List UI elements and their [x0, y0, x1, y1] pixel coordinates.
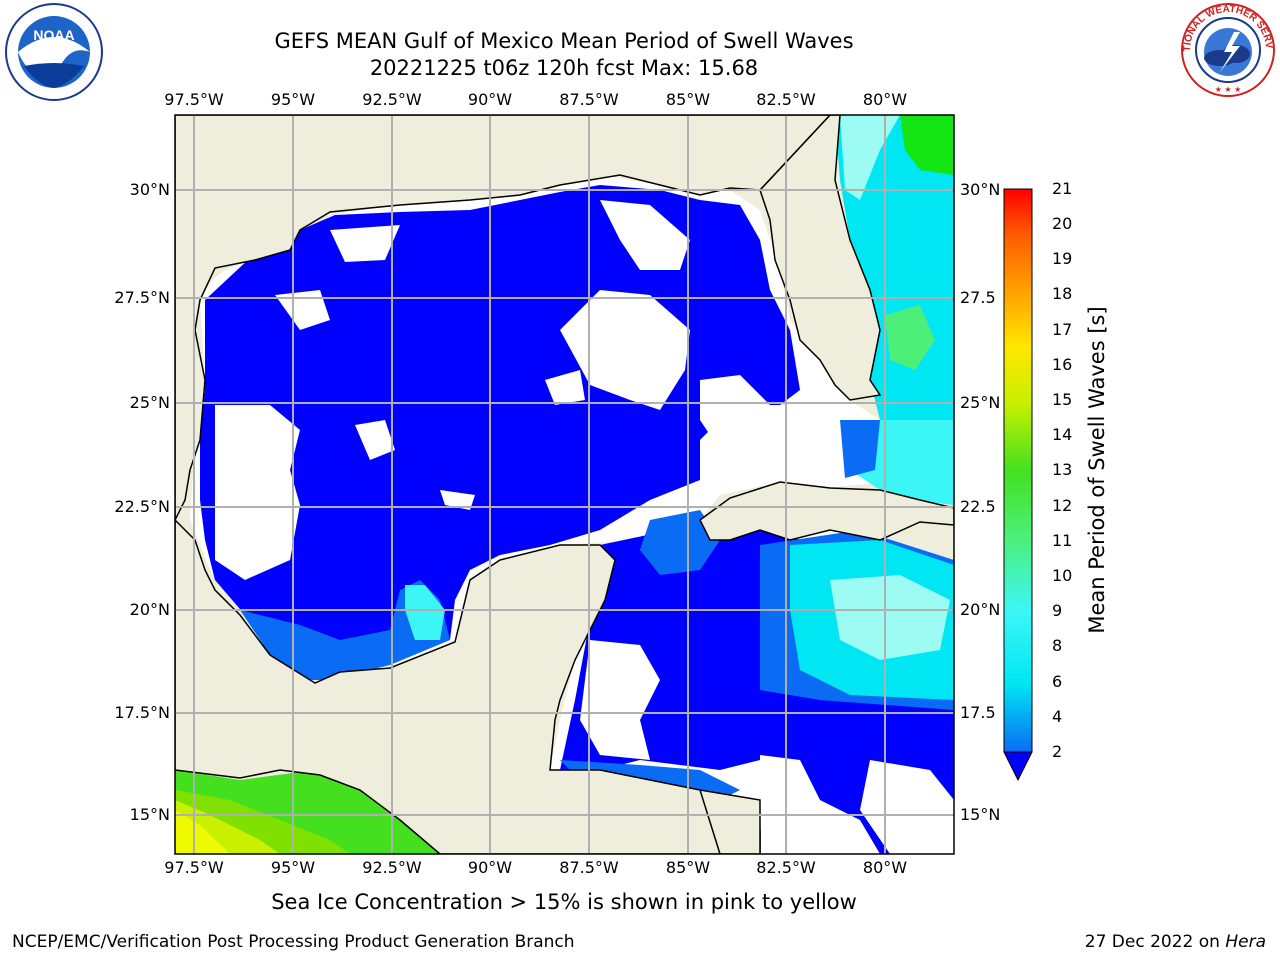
swell-straits-blue [840, 420, 880, 478]
lon-label-bottom: 97.5°W [164, 858, 224, 877]
lon-label-top: 97.5°W [164, 90, 224, 109]
colorbar-tick: 2 [1052, 742, 1063, 761]
lat-label-right: 17.5 [960, 703, 996, 722]
nodata-patch [215, 405, 300, 580]
nodata-patch [545, 370, 585, 405]
map-gridlines [175, 115, 954, 854]
colorbar-tick: 14 [1052, 425, 1073, 444]
footer-date: 27 Dec 2022 on Hera [1085, 932, 1266, 952]
footer-credit: NCEP/EMC/Verification Post Processing Pr… [12, 932, 575, 952]
footer-host: Hera [1225, 932, 1266, 952]
lon-label-bottom: 80°W [862, 858, 908, 877]
central-america-landmass [698, 789, 761, 854]
nodata-patch [355, 420, 395, 460]
lat-label-left: 15°N [129, 805, 170, 824]
nodata-patch [700, 375, 770, 450]
swell-caribbean-lightcyan [830, 575, 950, 660]
lat-label-left: 20°N [129, 600, 170, 619]
nodata-patch [275, 290, 330, 330]
nodata-patch [330, 225, 400, 262]
nodata-patch [580, 640, 660, 760]
lat-label-left: 30°N [129, 180, 170, 199]
colorbar-tick: 4 [1052, 707, 1063, 726]
lon-label-bottom: 95°W [270, 858, 316, 877]
swell-campeche-cyan [405, 585, 445, 640]
colorbar-tick: 6 [1052, 672, 1063, 691]
cuba-landmass [699, 481, 954, 541]
colorbar-bar [1003, 188, 1033, 753]
lat-label-left: 27.5°N [114, 288, 170, 307]
swell-atlantic-seagreen [885, 305, 935, 370]
lat-label-right: 15°N [960, 805, 1001, 824]
svg-text:★ ★ ★: ★ ★ ★ [1215, 85, 1242, 94]
lon-label-top: 85°W [665, 90, 711, 109]
colorbar-tick: 16 [1052, 355, 1073, 374]
colorbar-tick: 15 [1052, 390, 1073, 409]
swell-caribbean-light [640, 510, 720, 575]
lat-label-right: 20°N [960, 600, 1001, 619]
nodata-patch [600, 200, 690, 270]
nodata-patch [760, 755, 820, 840]
lat-label-left: 22.5°N [114, 497, 170, 516]
lon-label-top: 92.5°W [362, 90, 422, 109]
swell-pacific-yellow [175, 810, 230, 854]
nodata-patch [860, 760, 954, 854]
chart-title: GEFS MEAN Gulf of Mexico Mean Period of … [274, 29, 854, 53]
footer-date-text: 27 Dec 2022 on [1084, 932, 1226, 952]
colorbar-tick: 20 [1052, 214, 1073, 233]
lat-label-left: 25°N [129, 393, 170, 412]
lon-label-top: 82.5°W [756, 90, 816, 109]
lat-label-right: 25°N [960, 393, 1001, 412]
lon-label-top: 95°W [270, 90, 316, 109]
noaa-logo: NOAA [5, 3, 103, 101]
nodata-patch [560, 290, 690, 410]
chart-subtitle: 20221225 t06z 120h fcst Max: 15.68 [369, 56, 759, 80]
lon-label-top: 90°W [467, 90, 513, 109]
colorbar-tick: 18 [1052, 284, 1073, 303]
lon-label-bottom: 82.5°W [756, 858, 816, 877]
colorbar-tick: 10 [1052, 566, 1073, 585]
lon-label-bottom: 85°W [665, 858, 711, 877]
colorbar-tick: 11 [1052, 531, 1073, 550]
colorbar-tick: 21 [1052, 179, 1073, 198]
colorbar-under-arrow [1003, 751, 1033, 782]
sea-ice-note: Sea Ice Concentration > 15% is shown in … [271, 890, 857, 914]
lon-label-top: 80°W [862, 90, 908, 109]
lon-label-top: 87.5°W [559, 90, 619, 109]
mexico-landmass [175, 518, 761, 854]
lat-label-left: 17.5°N [114, 703, 170, 722]
colorbar-tick: 17 [1052, 320, 1073, 339]
colorbar-tick: 8 [1052, 636, 1063, 655]
map-frame [174, 114, 955, 855]
colorbar-tick: 19 [1052, 249, 1073, 268]
colorbar-tick: 13 [1052, 460, 1073, 479]
svg-text:NOAA: NOAA [33, 27, 74, 43]
lat-label-right: 27.5 [960, 288, 996, 307]
lon-label-bottom: 92.5°W [362, 858, 422, 877]
nodata-patch [440, 490, 475, 510]
lon-label-bottom: 90°W [467, 858, 513, 877]
colorbar-tick: 12 [1052, 496, 1073, 515]
colorbar [1003, 188, 1033, 782]
lat-label-right: 30°N [960, 180, 1001, 199]
swell-atlantic-green [900, 115, 954, 175]
lat-label-right: 22.5 [960, 497, 996, 516]
nws-logo: NATIONAL WEATHER SERVICE ★ ★ ★ [1180, 2, 1275, 97]
colorbar-label: Mean Period of Swell Waves [s] [1085, 306, 1109, 634]
colorbar-tick: 9 [1052, 601, 1063, 620]
lon-label-bottom: 87.5°W [559, 858, 619, 877]
us-gulf-coast-landmass [175, 115, 832, 521]
